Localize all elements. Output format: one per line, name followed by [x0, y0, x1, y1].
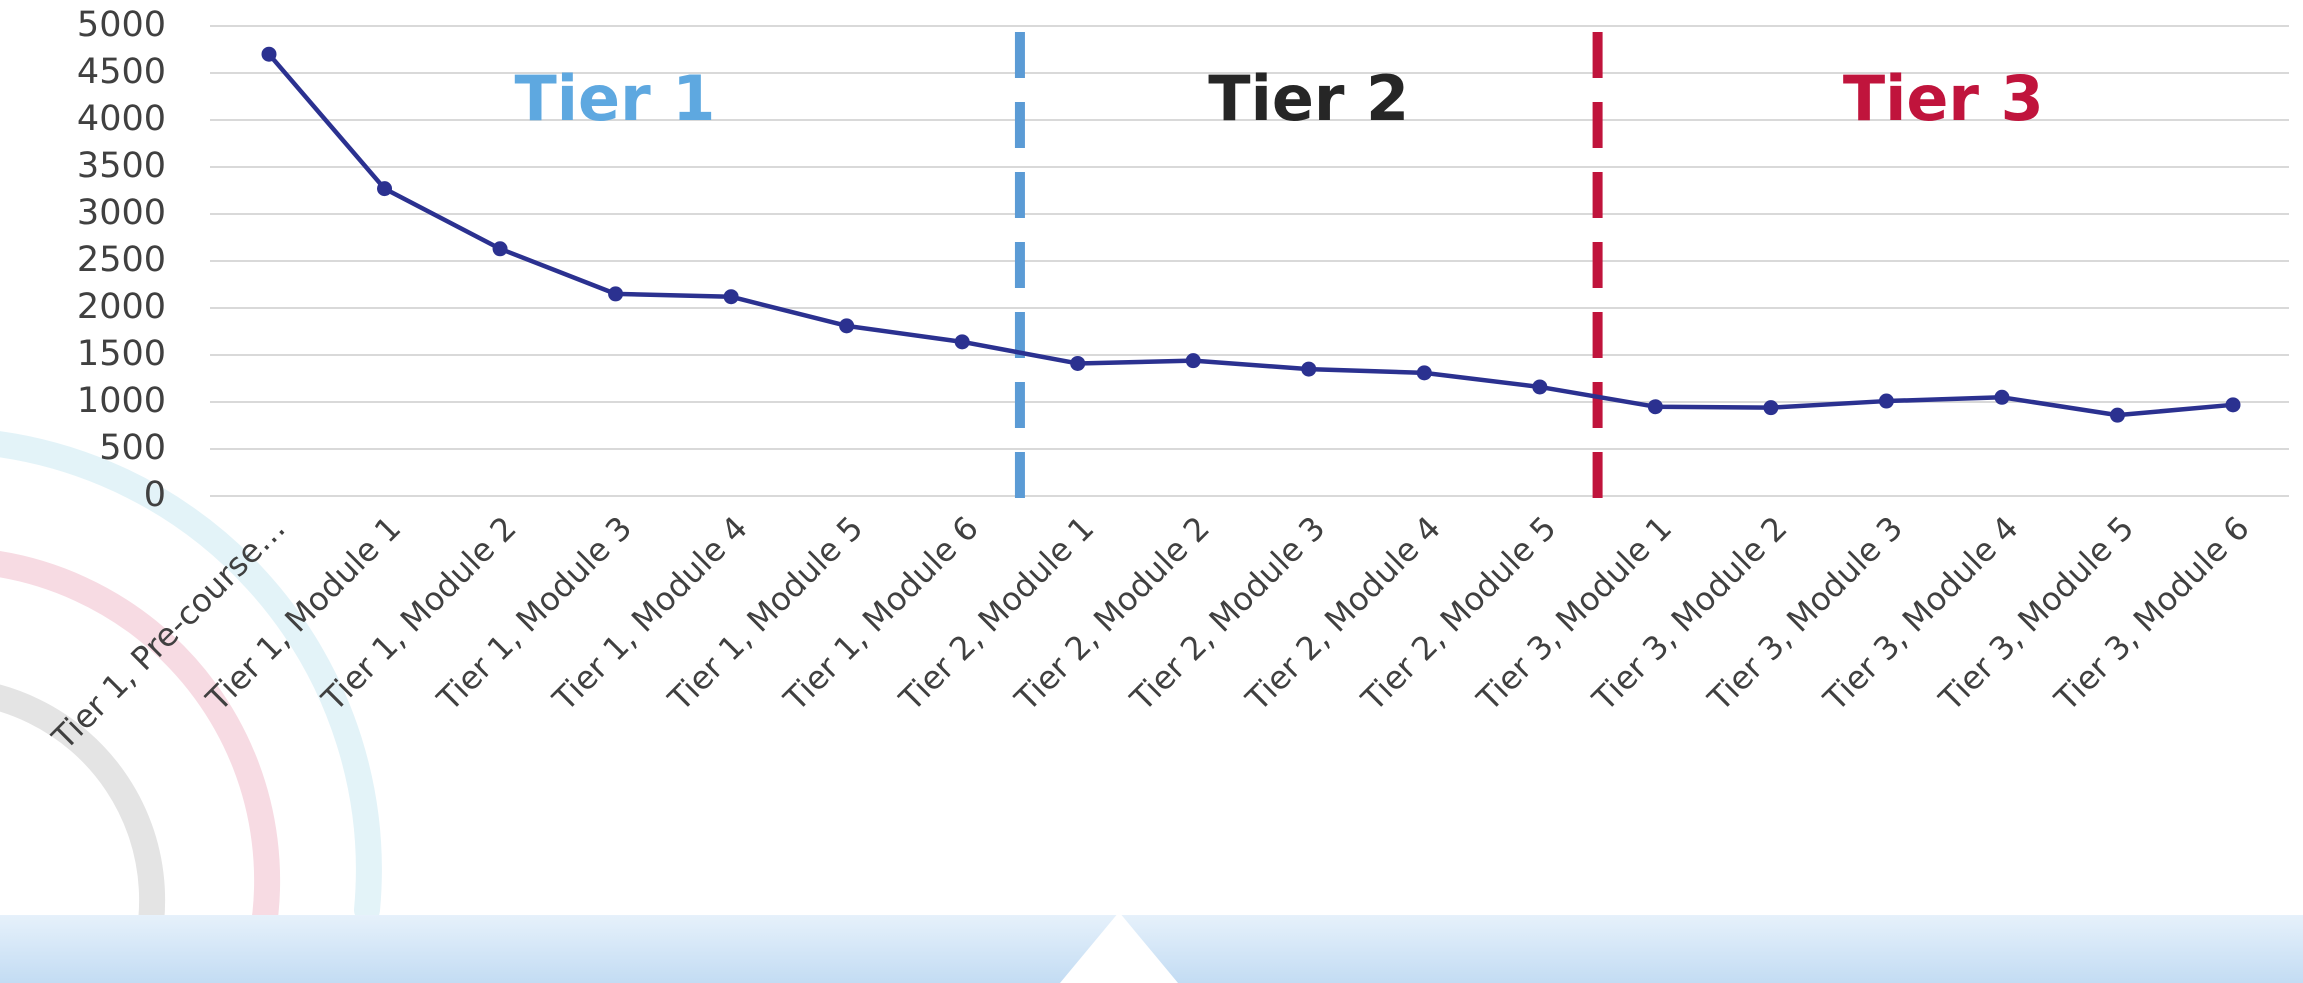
x-tick-label: Tier 3, Module 6 — [2047, 509, 2257, 719]
data-point — [1878, 393, 1894, 409]
y-tick-label: 4500 — [77, 52, 166, 92]
y-tick-label: 1000 — [77, 381, 166, 421]
x-tick-label: Tier 3, Module 3 — [1700, 509, 1910, 719]
y-tick-label: 0 — [144, 475, 166, 515]
x-tick-label: Tier 2, Module 3 — [1122, 509, 1332, 719]
tier-label: Tier 1 — [515, 62, 716, 135]
data-point — [839, 318, 855, 334]
decoration — [0, 431, 2303, 983]
x-tick-label: Tier 1, Module 2 — [314, 509, 524, 719]
data-point — [1070, 355, 1086, 371]
tier-label: Tier 3 — [1843, 62, 2044, 135]
x-tick-label: Tier 2, Module 1 — [891, 509, 1101, 719]
y-tick-label: 500 — [99, 428, 166, 468]
x-tick-label: Tier 3, Module 1 — [1469, 509, 1679, 719]
x-tick-label: Tier 3, Module 5 — [1931, 509, 2141, 719]
y-tick-label: 1500 — [77, 334, 166, 374]
y-tick-label: 3000 — [77, 193, 166, 233]
x-tick-label: Tier 2, Module 4 — [1238, 509, 1448, 719]
x-tick-label: Tier 2, Module 5 — [1353, 509, 1563, 719]
data-point — [954, 334, 970, 350]
x-tick-label: Tier 1, Module 4 — [545, 509, 755, 719]
y-tick-label: 5000 — [77, 5, 166, 45]
data-point — [1416, 365, 1432, 381]
data-line — [267, 52, 2234, 418]
data-point — [377, 181, 393, 197]
x-tick-label: Tier 1, Module 6 — [776, 509, 986, 719]
tier-label: Tier 2 — [1208, 62, 1409, 135]
data-point — [2109, 407, 2125, 423]
x-tick-label: Tier 2, Module 2 — [1007, 509, 1217, 719]
data-point — [1647, 399, 1663, 415]
data-point — [1763, 400, 1779, 416]
data-point — [1994, 389, 2010, 405]
x-tick-label: Tier 3, Module 2 — [1584, 509, 1794, 719]
data-point — [492, 241, 508, 257]
x-tick-label: Tier 1, Module 5 — [660, 509, 870, 719]
y-tick-label: 2000 — [77, 287, 166, 327]
data-point — [1185, 353, 1201, 369]
y-tick-label: 3500 — [77, 146, 166, 186]
y-tick-label: 4000 — [77, 99, 166, 139]
x-tick-label: Tier 1, Pre-course… — [44, 509, 293, 758]
y-tick-label: 2500 — [77, 240, 166, 280]
data-point — [261, 46, 277, 62]
data-point — [1532, 379, 1548, 395]
x-tick-label: Tier 1, Module 3 — [429, 509, 639, 719]
x-tick-label: Tier 3, Module 4 — [1816, 509, 2026, 719]
data-point — [723, 289, 739, 305]
data-point — [1301, 361, 1317, 377]
data-point — [608, 286, 624, 302]
data-point — [2225, 397, 2241, 413]
